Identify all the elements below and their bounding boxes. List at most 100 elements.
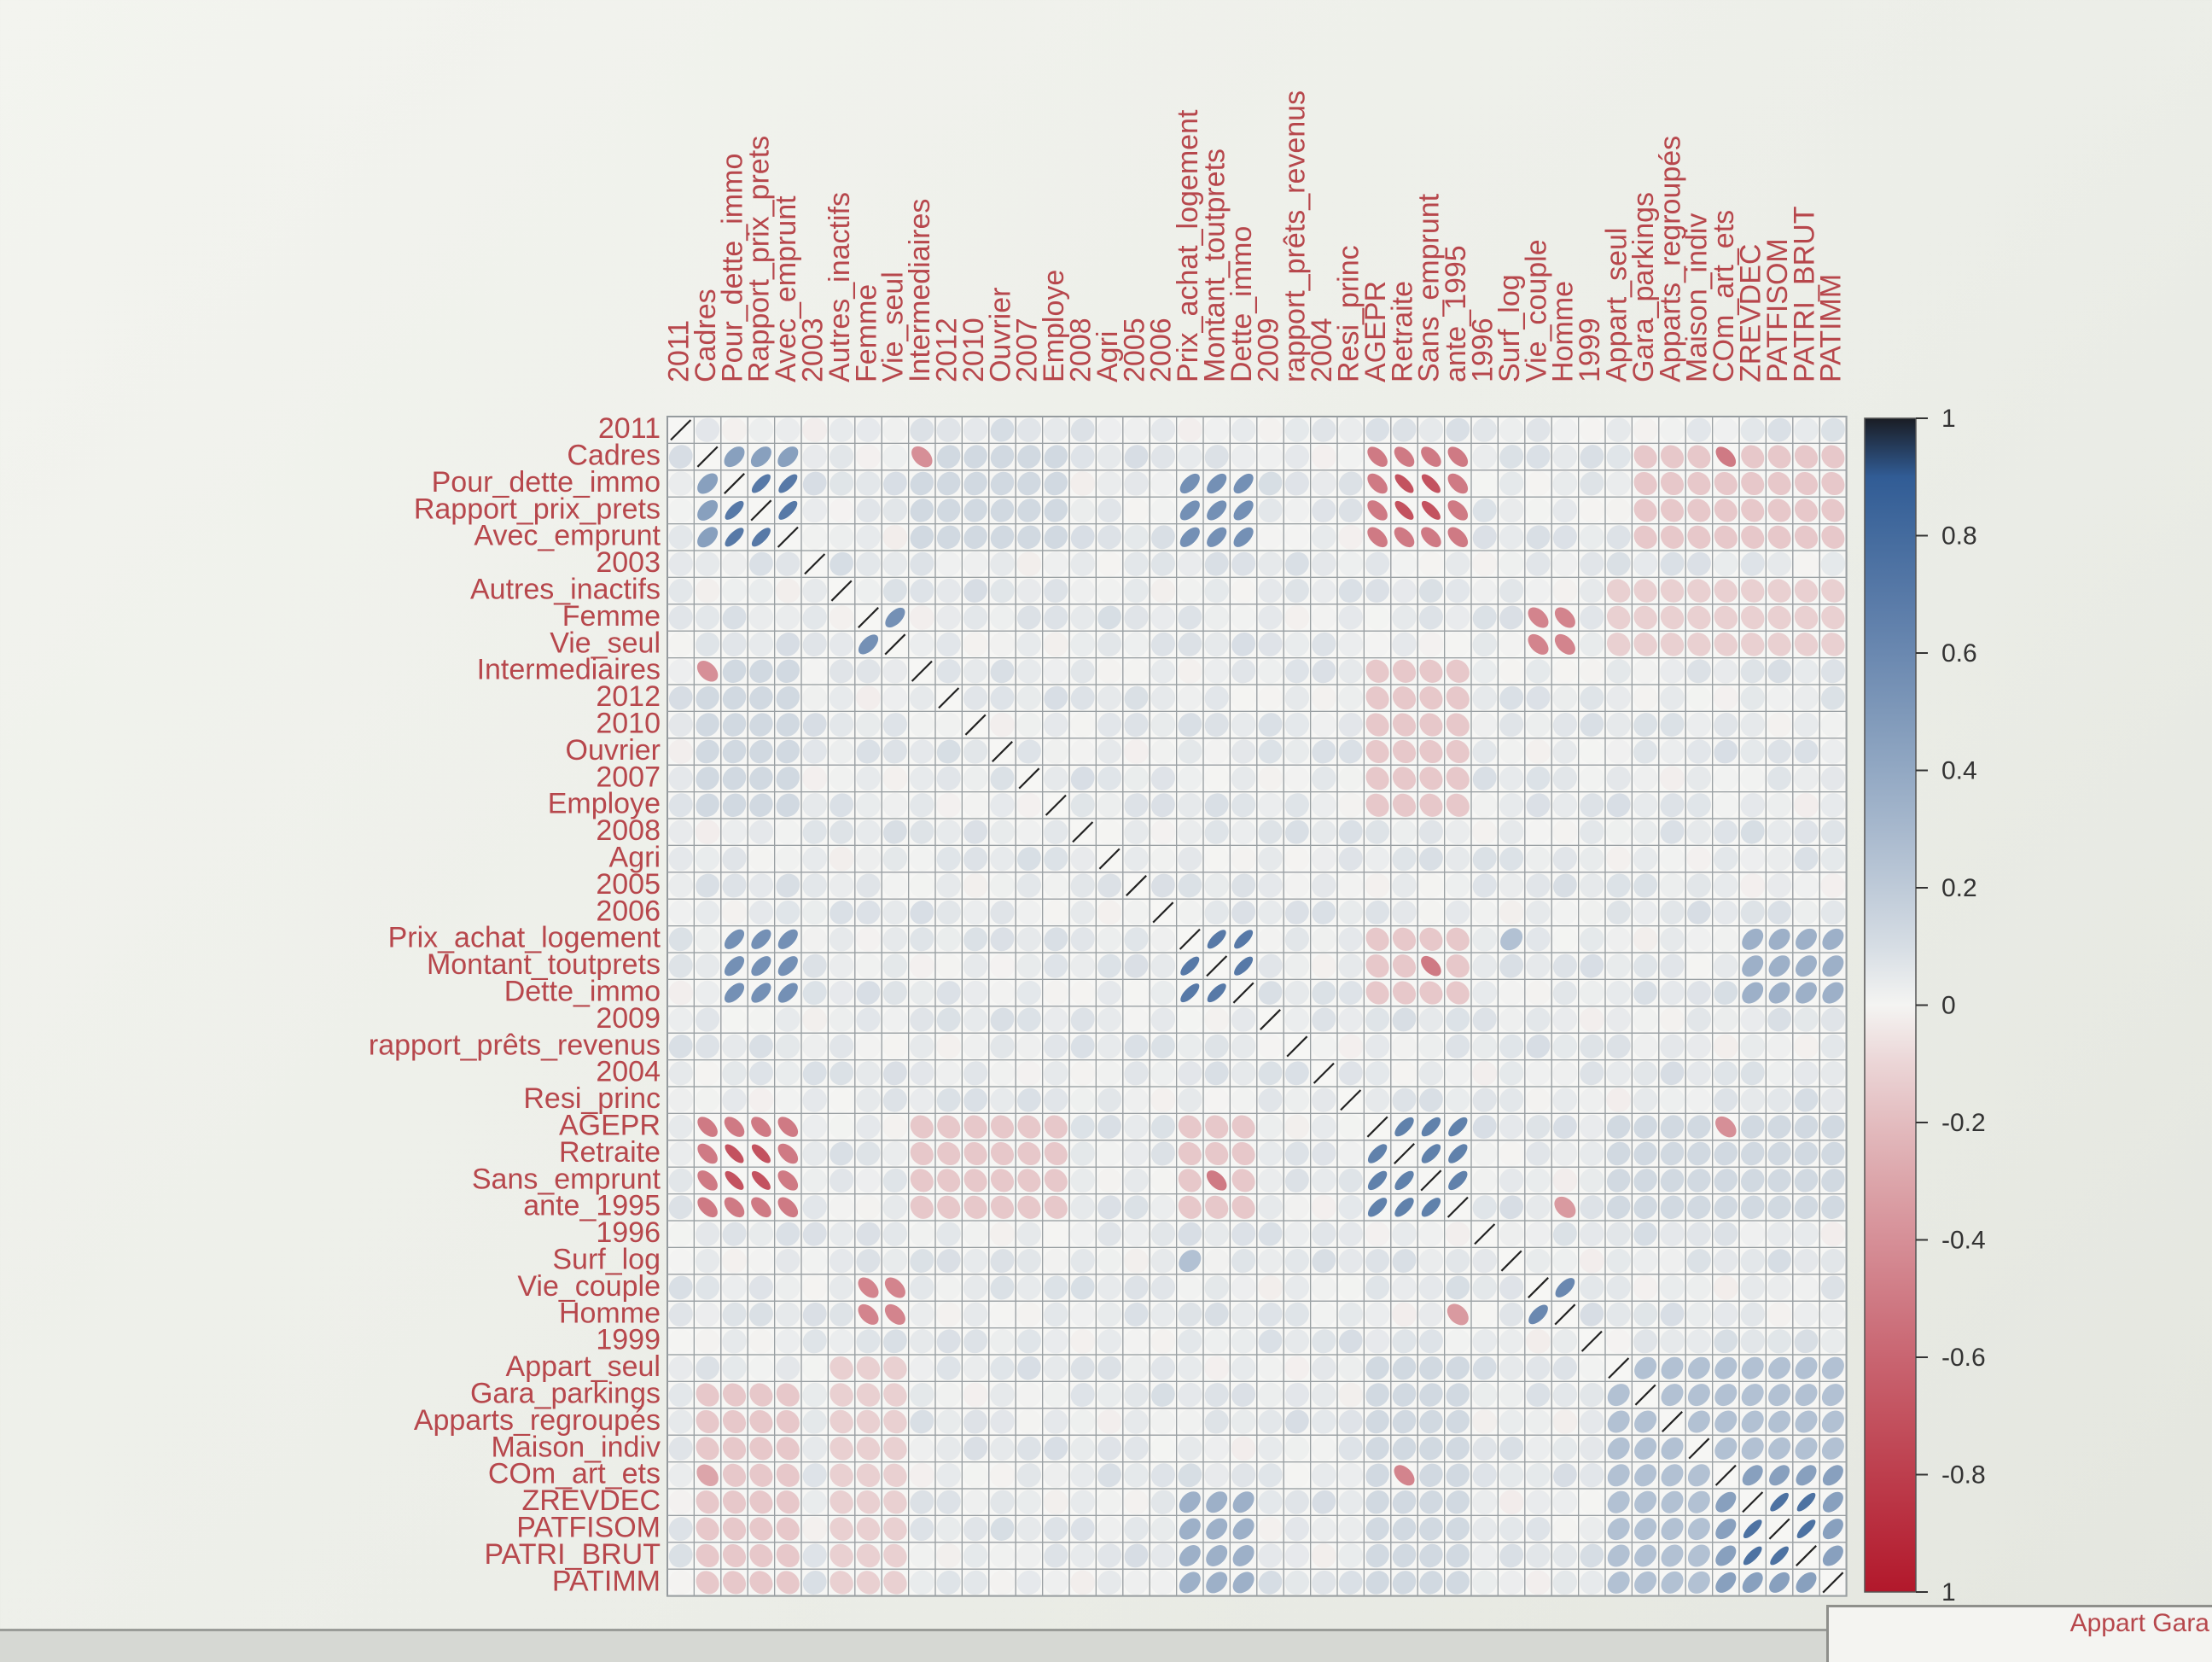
correlation-ellipse — [936, 659, 961, 684]
correlation-ellipse — [882, 873, 908, 898]
correlation-ellipse — [1660, 846, 1685, 872]
correlation-ellipse — [1367, 446, 1388, 467]
correlation-ellipse — [1794, 525, 1819, 549]
background-window[interactable]: Appart Gara — [1826, 1605, 2212, 1662]
correlation-ellipse — [909, 873, 934, 898]
correlation-ellipse — [1740, 766, 1766, 791]
correlation-ellipse — [1714, 713, 1738, 738]
correlation-ellipse — [1338, 632, 1363, 657]
correlation-ellipse — [1794, 847, 1819, 872]
correlation-ellipse — [856, 685, 881, 711]
correlation-ellipse — [695, 578, 720, 604]
correlation-ellipse — [696, 713, 719, 737]
correlation-ellipse — [909, 712, 934, 738]
correlation-ellipse — [1499, 873, 1524, 898]
correlation-ellipse — [910, 471, 934, 496]
correlation-ellipse — [668, 551, 693, 576]
correlation-ellipse — [1579, 417, 1604, 443]
correlation-ellipse — [990, 793, 1015, 818]
correlation-ellipse — [1044, 471, 1068, 496]
correlation-ellipse — [1713, 926, 1738, 952]
correlation-ellipse — [722, 713, 747, 737]
correlation-ellipse — [1394, 474, 1414, 493]
correlation-ellipse — [1821, 525, 1845, 549]
correlation-ellipse — [1392, 417, 1417, 442]
correlation-ellipse — [1392, 847, 1417, 872]
correlation-ellipse — [1526, 551, 1551, 576]
correlation-ellipse — [748, 417, 774, 443]
correlation-ellipse — [1686, 819, 1712, 844]
correlation-ellipse — [1421, 446, 1441, 467]
correlation-ellipse — [1124, 498, 1149, 523]
correlation-ellipse — [722, 417, 747, 443]
correlation-ellipse — [1338, 927, 1363, 952]
correlation-ellipse — [1633, 819, 1658, 844]
diagonal-mark — [777, 526, 799, 548]
correlation-ellipse — [990, 1007, 1015, 1032]
correlation-ellipse — [1526, 525, 1551, 550]
correlation-ellipse — [829, 524, 854, 550]
correlation-ellipse — [1552, 525, 1577, 550]
correlation-ellipse — [830, 819, 854, 844]
correlation-ellipse — [936, 900, 961, 925]
correlation-ellipse — [1150, 980, 1176, 1006]
correlation-ellipse — [1258, 873, 1283, 898]
correlation-ellipse — [1820, 712, 1846, 738]
correlation-ellipse — [830, 471, 854, 496]
correlation-ellipse — [910, 525, 934, 550]
correlation-ellipse — [1552, 847, 1577, 872]
correlation-ellipse — [882, 713, 907, 738]
correlation-ellipse — [802, 953, 827, 978]
correlation-ellipse — [1421, 474, 1441, 493]
correlation-ellipse — [1365, 713, 1389, 737]
correlation-ellipse — [1660, 953, 1685, 978]
correlation-ellipse — [990, 980, 1015, 1006]
correlation-ellipse — [668, 498, 694, 523]
correlation-ellipse — [1180, 983, 1200, 1003]
correlation-ellipse — [1633, 417, 1658, 443]
correlation-ellipse — [1472, 551, 1498, 577]
correlation-ellipse — [1150, 1007, 1176, 1032]
correlation-ellipse — [1767, 685, 1792, 711]
correlation-ellipse — [882, 444, 908, 469]
correlation-ellipse — [1312, 659, 1336, 684]
correlation-ellipse — [1044, 605, 1068, 630]
correlation-ellipse — [1016, 605, 1041, 630]
correlation-ellipse — [856, 981, 881, 1005]
correlation-ellipse — [1284, 444, 1310, 469]
correlation-ellipse — [1714, 900, 1738, 925]
correlation-ellipse — [1419, 659, 1443, 683]
correlation-ellipse — [1017, 525, 1041, 550]
diagonal-mark — [992, 741, 1013, 762]
correlation-ellipse — [1767, 445, 1791, 469]
correlation-ellipse — [1016, 792, 1042, 818]
correlation-ellipse — [1552, 444, 1578, 469]
correlation-ellipse — [1606, 819, 1632, 845]
correlation-ellipse — [1070, 1007, 1095, 1032]
correlation-ellipse — [1392, 632, 1417, 657]
correlation-ellipse — [1365, 873, 1390, 898]
correlation-ellipse — [829, 846, 854, 872]
correlation-ellipse — [1097, 1007, 1122, 1032]
correlation-ellipse — [1740, 685, 1765, 710]
correlation-ellipse — [829, 444, 854, 469]
correlation-ellipse — [829, 1007, 854, 1032]
correlation-ellipse — [1258, 792, 1283, 818]
correlation-ellipse — [1794, 633, 1819, 656]
correlation-ellipse — [668, 900, 694, 925]
correlation-ellipse — [1097, 417, 1122, 443]
correlation-ellipse — [1660, 659, 1685, 684]
correlation-ellipse — [776, 685, 800, 710]
correlation-ellipse — [1070, 498, 1095, 523]
colorbar-tick-label: -0.6 — [1941, 1344, 1986, 1372]
diagonal-mark — [830, 580, 853, 602]
diagonal-mark — [1018, 767, 1040, 790]
correlation-ellipse — [1097, 900, 1122, 925]
correlation-ellipse — [856, 659, 881, 684]
correlation-ellipse — [776, 767, 800, 790]
correlation-ellipse — [1311, 444, 1336, 469]
correlation-ellipse — [1767, 819, 1792, 844]
correlation-ellipse — [882, 1007, 908, 1032]
correlation-ellipse — [1660, 417, 1685, 443]
correlation-ellipse — [749, 685, 773, 710]
